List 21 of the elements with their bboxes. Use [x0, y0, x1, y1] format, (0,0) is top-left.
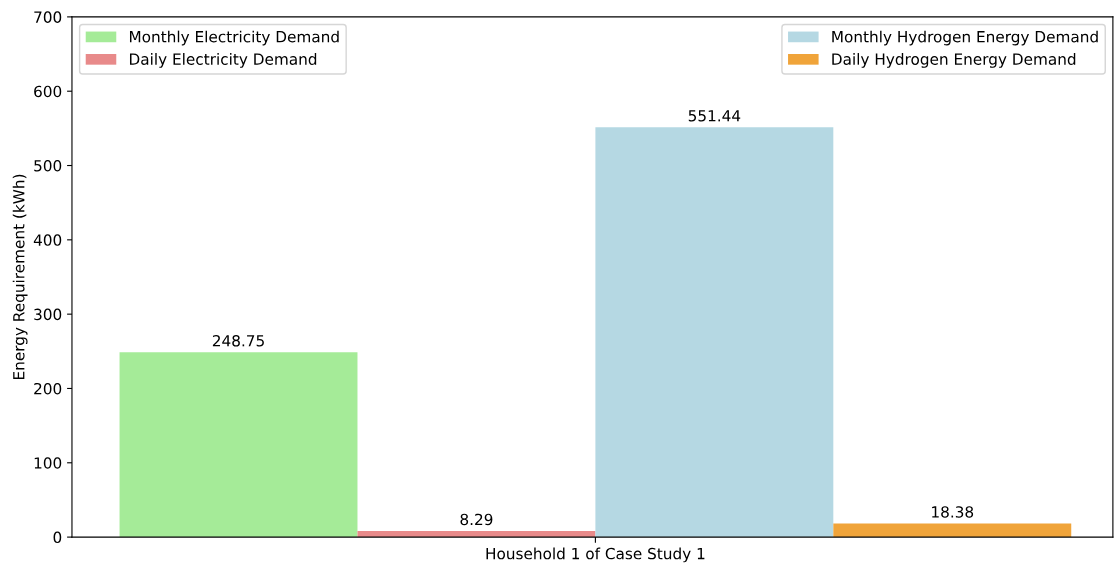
- legend-label: Daily Hydrogen Energy Demand: [832, 53, 1076, 68]
- y-axis-title: Energy Requirement (kWh): [12, 174, 28, 379]
- y-tick-label: 400: [33, 234, 62, 246]
- y-tick-label: 500: [34, 159, 62, 172]
- data-label: 18.38: [932, 506, 974, 518]
- bar: [119, 352, 358, 538]
- legend-label: Monthly Electricity Demand: [129, 30, 339, 46]
- legend-label: Daily Electricity Demand: [129, 53, 317, 68]
- y-tick-label: 700: [34, 11, 62, 23]
- data-label: 551.44: [688, 110, 741, 122]
- y-tick-label: 300: [34, 308, 62, 321]
- y-tick-label: 600: [34, 85, 62, 98]
- bar: [595, 127, 834, 538]
- data-label: 248.75: [212, 334, 264, 347]
- y-tick-label: 100: [34, 457, 62, 469]
- legend-label: Monthly Hydrogen Energy Demand: [832, 30, 1098, 46]
- y-tick-label: 0: [53, 531, 62, 544]
- y-tick-label: 200: [34, 382, 62, 395]
- data-label: 8.29: [460, 513, 493, 526]
- x-tick-label: Household 1 of Case Study 1: [486, 547, 705, 563]
- bar: [833, 523, 1072, 538]
